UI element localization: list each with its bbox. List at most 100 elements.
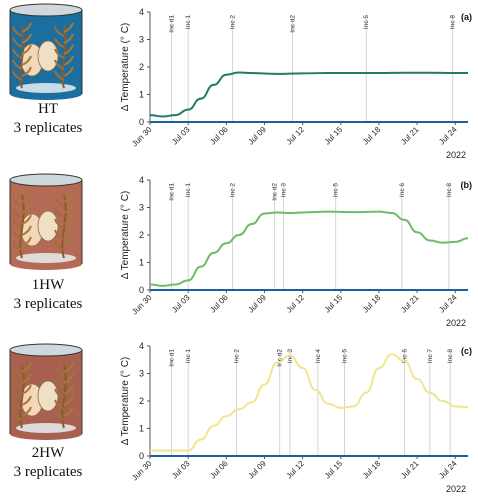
seaweed-frond (54, 218, 65, 229)
incubation-label: Inc 8 (446, 183, 453, 197)
cylinder-top (9, 173, 83, 187)
seaweed-frond (63, 373, 74, 384)
y-tick-label: 1 (139, 90, 144, 100)
seaweed-frond (12, 366, 23, 377)
incubation-label: Inc d2 (272, 183, 279, 201)
seaweed-frond (21, 384, 32, 395)
seaweed-frond (54, 410, 65, 421)
incubation-label: Inc d1 (169, 349, 176, 367)
year-label: 2022 (446, 318, 466, 328)
seaweed-frond (21, 395, 32, 406)
seaweed-frond (21, 66, 32, 77)
x-tick-label: Jun 30 (130, 459, 154, 483)
incubation-label: Inc 2 (233, 349, 240, 363)
incubation-label: Inc 1 (185, 183, 192, 197)
seaweed-frond (12, 388, 23, 399)
x-tick-label: Jul 12 (285, 293, 307, 315)
sediment (16, 83, 76, 93)
incubation-label: Inc d1 (169, 15, 176, 33)
x-tick-label: Jul 06 (208, 293, 230, 315)
x-tick-label: Jul 15 (323, 293, 345, 315)
chart-b: Δ Temperature (° C) 0 1 2 3 4 Inc d1 Inc 1 Inc 2… (120, 175, 473, 328)
seaweed-frond (63, 55, 74, 66)
x-tick-label: Jul 09 (246, 293, 268, 315)
seaweed-frond (21, 44, 32, 55)
seaweed-frond (12, 59, 23, 70)
panel-tag: (a) (461, 12, 472, 22)
shell-2 (37, 380, 59, 412)
y-tick-label: 1 (139, 258, 144, 268)
seaweed-frond (21, 203, 32, 214)
temperature-series-line (149, 71, 468, 118)
year-label: 2022 (446, 484, 466, 494)
x-tick-label: Jul 18 (361, 293, 383, 315)
seaweed-frond (54, 48, 65, 59)
seaweed-frond (21, 406, 32, 417)
seaweed-frond (12, 70, 23, 81)
cylinder-illustration-a (9, 3, 83, 100)
temperature-series-line (150, 353, 469, 452)
seaweed-frond (54, 388, 65, 399)
treatment-label-a: HT 3 replicates (0, 100, 96, 138)
y-tick-label: 4 (139, 341, 144, 351)
x-tick-label: Jul 09 (246, 125, 268, 147)
seaweed-frond (21, 225, 32, 236)
panel-tag: (c) (461, 346, 472, 356)
seaweed-frond (12, 26, 23, 37)
panel-tag: (b) (461, 180, 473, 190)
seaweed-frond (63, 395, 74, 406)
seaweed-frond (63, 203, 74, 214)
x-tick-label: Jun 30 (130, 125, 154, 149)
y-tick-label: 0 (139, 451, 144, 461)
seaweed-frond (21, 214, 32, 225)
x-tick-label: Jul 15 (323, 125, 345, 147)
replicates-text: 3 replicates (13, 120, 83, 136)
seaweed-frond (21, 55, 32, 66)
seaweed-frond (63, 236, 74, 247)
seaweed-frond (54, 70, 65, 81)
seaweed-frond (54, 37, 65, 48)
x-tick-label: Jul 12 (285, 459, 307, 481)
x-tick-label: Jul 03 (170, 125, 192, 147)
seaweed-frond (12, 196, 23, 207)
seaweed-frond (21, 236, 32, 247)
incubation-label: Inc 2 (230, 183, 237, 197)
seaweed-frond (63, 384, 74, 395)
incubation-label: Inc 1 (185, 15, 192, 29)
incubation-label: Inc 5 (342, 349, 349, 363)
incubation-label: Inc 7 (427, 349, 434, 363)
seaweed-frond (54, 366, 65, 377)
incubation-label: Inc 8 (447, 349, 454, 363)
seaweed-frond (54, 240, 65, 251)
incubation-label: Inc 8 (450, 15, 457, 29)
year-label: 2022 (446, 150, 466, 160)
treatment-label-b: 1HW 3 replicates (0, 276, 96, 314)
seaweed-frond (54, 399, 65, 410)
y-axis-label: Δ Temperature (° C) (120, 23, 131, 111)
incubation-label: Inc d2 (277, 349, 284, 367)
seaweed-frond (63, 192, 74, 203)
treatment-name: 1HW (31, 277, 65, 293)
seaweed-frond (63, 214, 74, 225)
seaweed-frond (63, 44, 74, 55)
cylinder-top (9, 3, 83, 17)
y-tick-label: 2 (139, 230, 144, 240)
seaweed-frond (54, 196, 65, 207)
y-axis-label: Δ Temperature (° C) (120, 357, 131, 445)
seaweed-frond (54, 229, 65, 240)
seaweed-frond (54, 377, 65, 388)
incubation-label: Inc 6 (401, 349, 408, 363)
seaweed-frond (54, 207, 65, 218)
x-tick-label: Jul 24 (437, 459, 459, 481)
seaweed-frond (21, 192, 32, 203)
y-tick-label: 4 (139, 7, 144, 17)
x-tick-label: Jul 06 (208, 459, 230, 481)
replicates-text: 3 replicates (13, 296, 83, 312)
x-tick-label: Jul 15 (323, 459, 345, 481)
seaweed-frond (54, 59, 65, 70)
seaweed-frond (12, 240, 23, 251)
treatment-name: 2HW (31, 445, 65, 461)
chart-a: Δ Temperature (° C) 0 1 2 3 4 Inc d1 Inc 1 Inc 2… (120, 7, 472, 160)
treatment-name: HT (38, 101, 58, 117)
cylinder-illustration-c (9, 343, 83, 440)
